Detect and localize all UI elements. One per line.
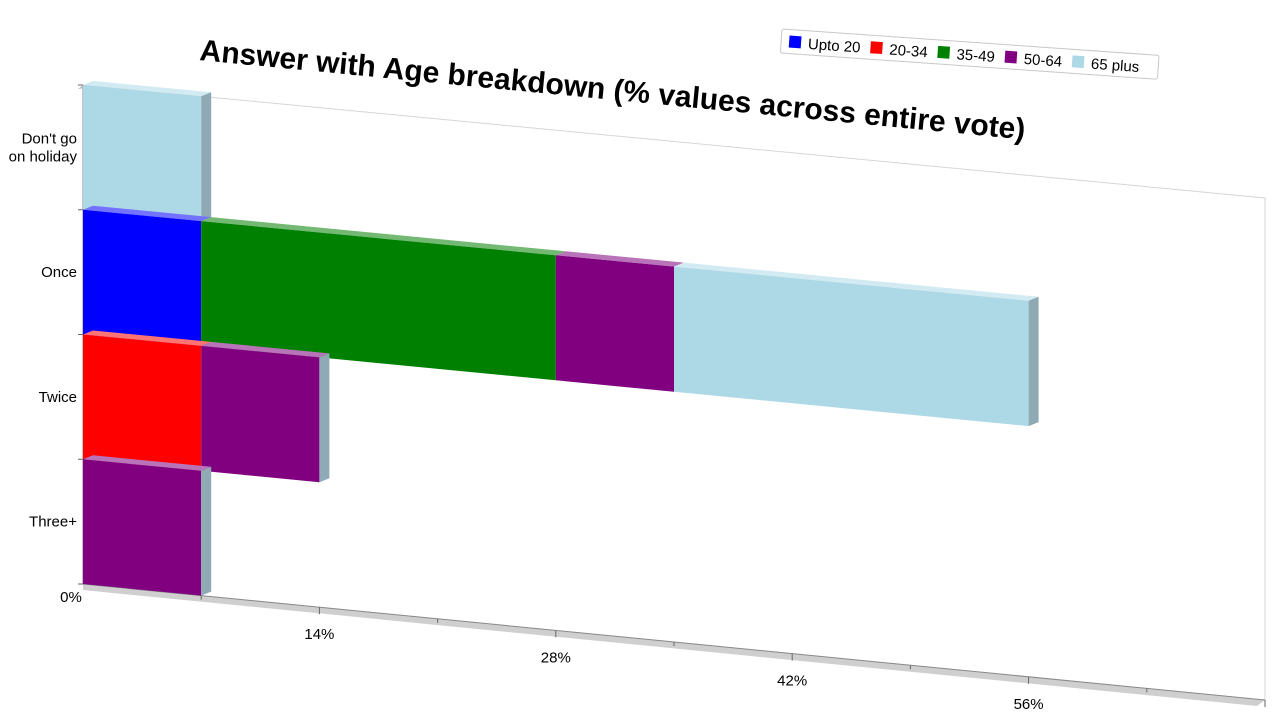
category-label-line: Once xyxy=(41,264,77,281)
bar-once-65-plus-top xyxy=(674,262,1039,301)
x-tick-label: 14% xyxy=(304,626,334,643)
bar-twice-50-64-side xyxy=(319,353,330,483)
legend-entries: Upto 20 20-34 35-49 50-64 65 plus xyxy=(788,35,1140,76)
category-label-line: Twice xyxy=(39,389,77,406)
bar-once-50-64 xyxy=(555,255,674,392)
bar-once-upto-20-top xyxy=(83,205,212,222)
legend-swatch-35-49 xyxy=(937,45,951,59)
bar-once-65-plus xyxy=(674,266,1029,427)
legend-swatch-50-64 xyxy=(1004,50,1018,64)
legend-swatch-upto-20 xyxy=(788,35,802,49)
x-axis: 0%14%28%42%56%70% xyxy=(60,589,1280,720)
category-label-line: on holiday xyxy=(9,148,78,165)
category-label-once: Once xyxy=(41,264,77,281)
legend-label-50-64: 50-64 xyxy=(1023,51,1062,71)
bar-twice-20-34 xyxy=(83,334,202,471)
plot-border xyxy=(82,84,1266,700)
legend-label-20-34: 20-34 xyxy=(889,42,928,62)
category-label-three: Three+ xyxy=(29,514,77,531)
bar-don-t-go-on-holiday-65-plus-side xyxy=(201,92,212,222)
bar-twice-50-64 xyxy=(201,345,320,483)
bar-once-35-49 xyxy=(201,221,556,381)
category-label-twice: Twice xyxy=(39,389,77,406)
legend-swatch-65-plus xyxy=(1071,55,1085,69)
legend: Upto 20 20-34 35-49 50-64 65 plus xyxy=(779,28,1160,80)
y-axis: Don't go on holiday Once Twice Three+ xyxy=(9,84,83,585)
x-tick-label: 42% xyxy=(777,673,807,690)
legend-swatch-20-34 xyxy=(870,41,883,55)
bar-twice-20-34-top xyxy=(83,330,212,346)
legend-label-upto-20: Upto 20 xyxy=(807,36,861,57)
bar-once-50-64-top xyxy=(555,251,684,267)
bar-three-50-64 xyxy=(83,459,202,596)
x-tick-label: 28% xyxy=(541,649,571,666)
bar-twice-50-64-top xyxy=(201,341,330,358)
bars xyxy=(83,81,1039,596)
category-label-line: Don't go xyxy=(22,130,77,147)
x-tick-label: 0% xyxy=(60,589,82,606)
bar-once-35-49-top xyxy=(201,217,566,256)
legend-label-65-plus: 65 plus xyxy=(1090,56,1139,76)
bar-don-t-go-on-holiday-65-plus xyxy=(83,85,202,222)
category-label-line: Three+ xyxy=(29,514,77,531)
legend-label-35-49: 35-49 xyxy=(956,46,995,66)
x-tick-label: 56% xyxy=(1014,696,1044,713)
bar-three-50-64-top xyxy=(83,455,212,471)
bar-three-50-64-side xyxy=(201,466,212,596)
category-label-don-t-go-on-holiday: Don't go on holiday xyxy=(9,130,78,165)
bar-once-upto-20 xyxy=(83,209,202,346)
bar-don-t-go-on-holiday-65-plus-top xyxy=(83,81,212,97)
bar-once-65-plus-side xyxy=(1028,296,1039,427)
